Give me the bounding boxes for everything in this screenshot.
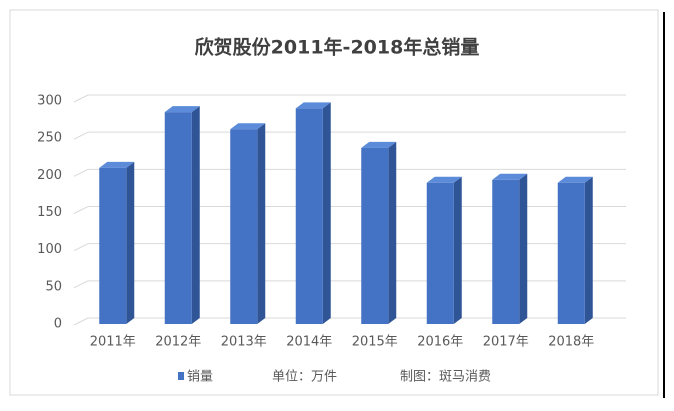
grid-line-side bbox=[73, 206, 89, 214]
bar bbox=[230, 129, 258, 324]
y-tick-label: 150 bbox=[37, 205, 62, 220]
bar bbox=[492, 179, 520, 324]
bar-side bbox=[257, 123, 266, 324]
bar bbox=[295, 108, 323, 324]
bar bbox=[361, 147, 389, 324]
x-tick-label: 2011年 bbox=[90, 335, 136, 350]
y-tick-label: 100 bbox=[37, 242, 62, 257]
bar-top bbox=[557, 176, 593, 183]
bar-top bbox=[492, 173, 528, 180]
bar-side bbox=[322, 102, 331, 324]
x-tick-label: 2013年 bbox=[221, 335, 267, 350]
annotation: 单位：万件 bbox=[272, 370, 337, 385]
bar-side bbox=[453, 176, 462, 324]
bar bbox=[557, 182, 585, 324]
grid-line-side bbox=[73, 131, 89, 140]
x-tick-label: 2014年 bbox=[286, 335, 332, 350]
bar-top bbox=[99, 161, 135, 168]
y-tick-label: 300 bbox=[37, 94, 62, 109]
bar-top bbox=[230, 123, 266, 130]
y-tick-label: 50 bbox=[45, 279, 62, 294]
chart-title: 欣贺股份2011年-2018年总销量 bbox=[195, 36, 480, 59]
y-tick-label: 250 bbox=[37, 131, 62, 146]
bar-side bbox=[388, 141, 397, 324]
y-tick-label: 200 bbox=[37, 168, 62, 183]
bar-top bbox=[295, 102, 331, 109]
grid-line-side bbox=[73, 168, 89, 177]
bar-side bbox=[584, 176, 593, 324]
grid-line-side bbox=[73, 243, 89, 252]
bar-side bbox=[191, 106, 200, 325]
grid-line-side bbox=[73, 317, 89, 326]
legend-label: 销量 bbox=[187, 370, 213, 385]
bar-top bbox=[164, 106, 200, 113]
x-tick-label: 2012年 bbox=[155, 335, 201, 350]
x-tick-label: 2015年 bbox=[352, 335, 398, 350]
bar-top bbox=[426, 176, 462, 183]
x-tick-label: 2016年 bbox=[417, 335, 463, 350]
bar-side bbox=[126, 161, 135, 324]
bar bbox=[99, 167, 127, 324]
y-tick-label: 0 bbox=[54, 317, 62, 332]
bar bbox=[426, 182, 454, 324]
bar-top bbox=[361, 141, 397, 148]
x-tick-label: 2018年 bbox=[548, 335, 594, 350]
annotation: 制图：斑马消费 bbox=[400, 370, 491, 385]
bar bbox=[164, 112, 192, 325]
grid-line-side bbox=[73, 280, 89, 289]
x-tick-label: 2017年 bbox=[483, 335, 529, 350]
bar-side bbox=[519, 173, 528, 324]
legend-swatch bbox=[178, 372, 184, 380]
grid-line-side bbox=[73, 94, 89, 103]
